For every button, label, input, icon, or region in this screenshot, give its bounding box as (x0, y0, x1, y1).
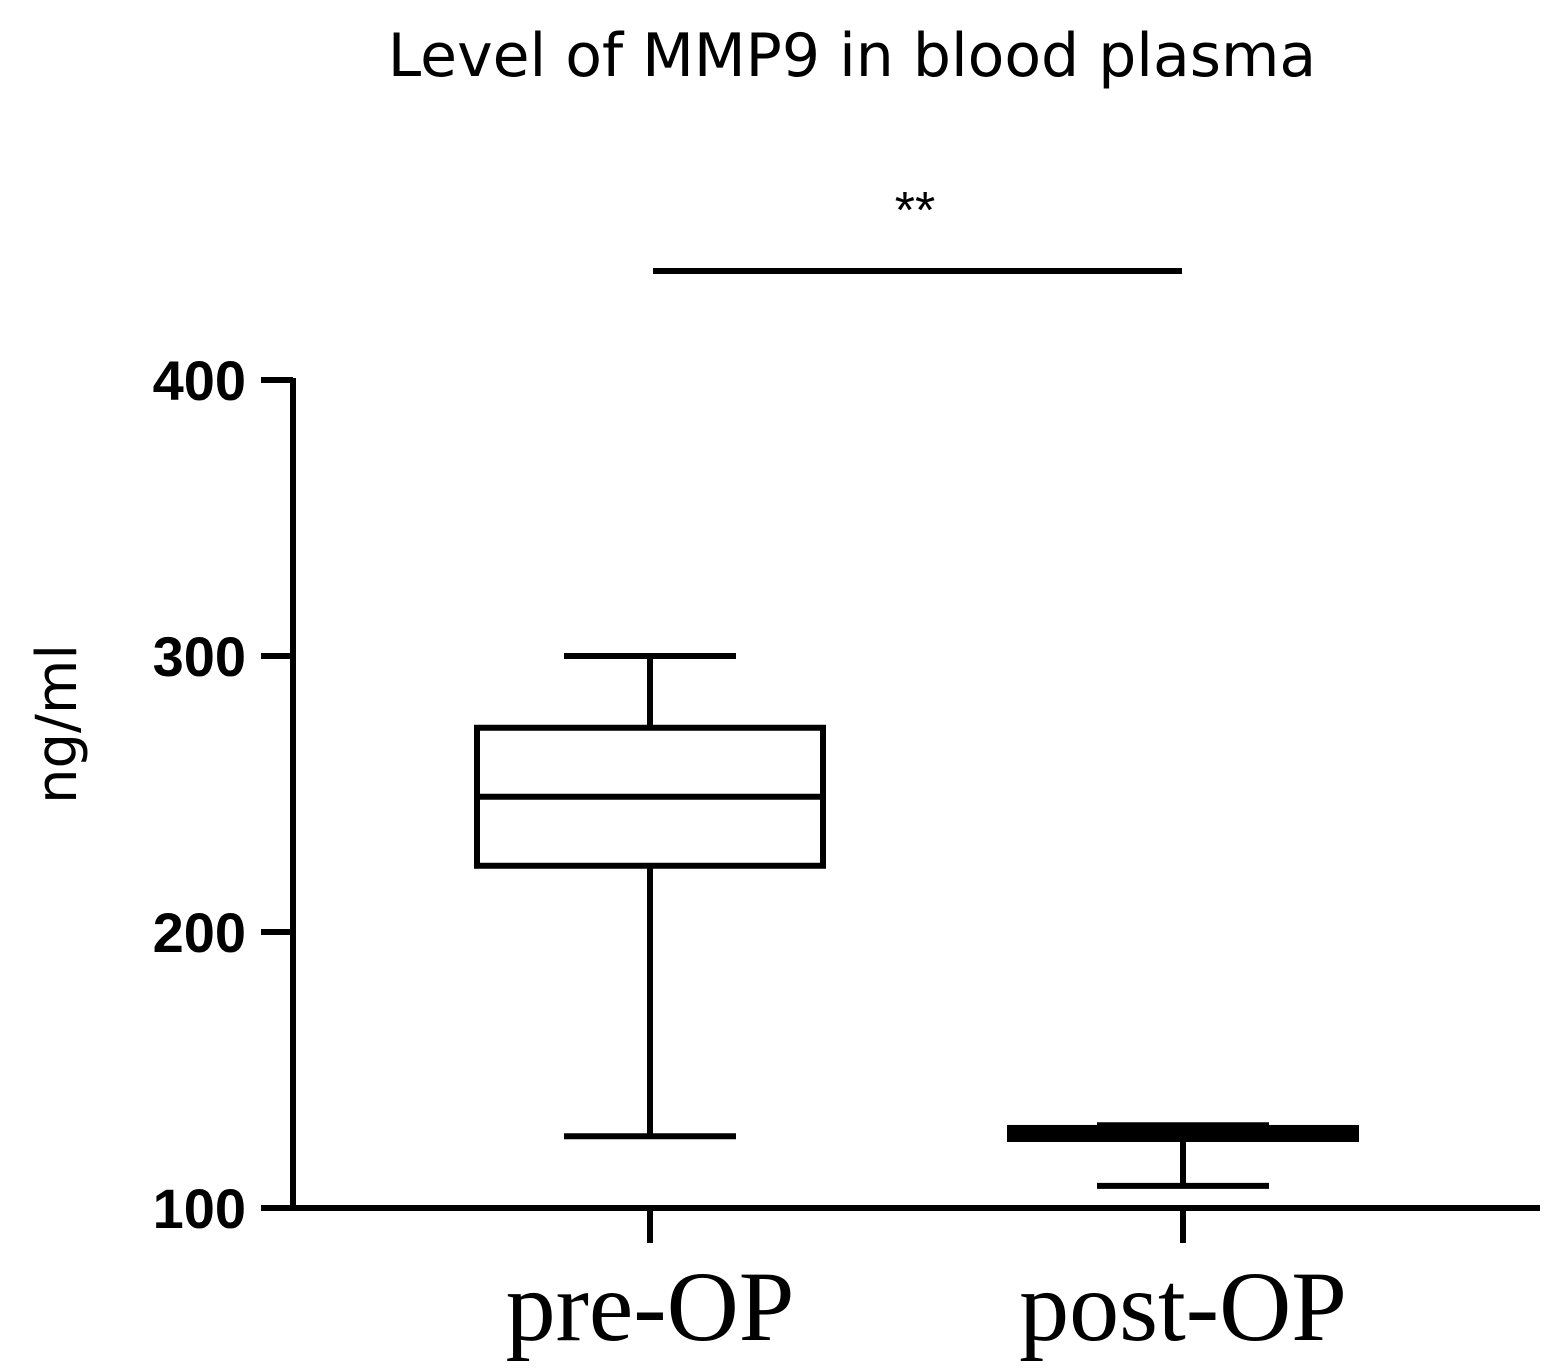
y-axis-ticks: 100 200 300 400 (153, 349, 293, 1240)
x-axis-ticks: pre-OP post-OP (506, 1208, 1347, 1362)
y-tick-label: 400 (153, 349, 246, 412)
significance-label: ** (895, 182, 935, 240)
x-tick-label: pre-OP (506, 1251, 795, 1362)
y-axis-label: ng/ml (25, 644, 90, 804)
box-post-op (1007, 1122, 1359, 1189)
box-series (474, 653, 1359, 1189)
y-tick-label: 200 (153, 901, 246, 964)
y-tick-label: 100 (153, 1177, 246, 1240)
x-tick-label: post-OP (1019, 1251, 1347, 1362)
box-pre-op (474, 653, 826, 1140)
y-tick-label: 300 (153, 625, 246, 688)
chart-title: Level of MMP9 in blood plasma (388, 21, 1316, 91)
